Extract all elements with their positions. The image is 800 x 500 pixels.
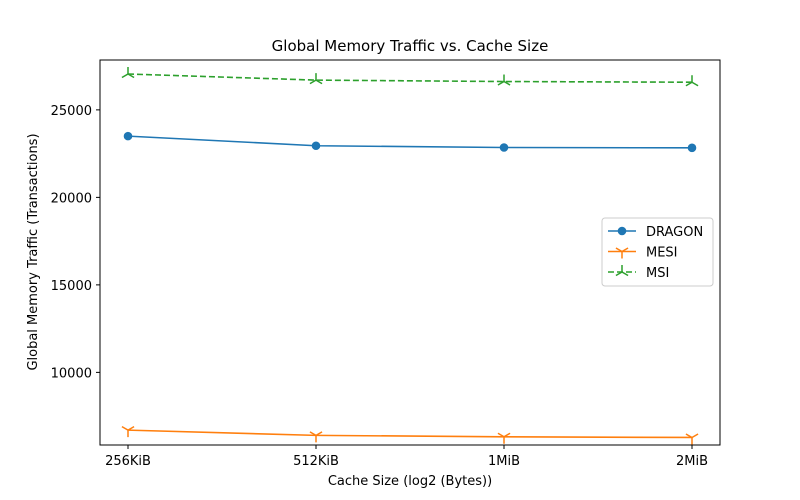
legend-label-dragon: DRAGON [646,225,703,240]
data-point-msi [685,75,699,87]
data-point-dragon [311,141,321,151]
series-mesi [121,425,699,445]
legend: DRAGON MESI MSI [601,217,714,287]
legend-box [601,217,714,287]
data-point-msi [497,74,511,86]
data-point-mesi [309,431,323,443]
data-point-msi [121,67,135,79]
plot-area-frame [99,59,721,446]
data-point-mesi [497,432,511,444]
x-tick-label: 256KiB [105,454,151,469]
x-tick-label: 1MiB [488,454,520,469]
legend-label-mesi: MESI [646,246,678,261]
x-axis-label: Cache Size (log2 (Bytes)) [328,474,492,489]
y-tick-label: 15000 [51,279,92,294]
series-line-dragon [127,135,693,149]
data-point-msi [309,73,323,85]
series-line-mesi [127,429,693,439]
data-point-mesi [121,425,135,438]
data-point-dragon [499,143,509,152]
data-point-mesi [685,433,699,445]
legend-marker-mesi [615,247,629,259]
chart-title: Global Memory Traffic vs. Cache Size [272,37,549,55]
y-axis-ticks: 10000 15000 20000 25000 [51,104,100,381]
data-point-dragon [123,131,133,141]
y-tick-label: 25000 [51,104,92,119]
y-axis-label: Global Memory Traffic (Transactions) [26,133,41,370]
series-msi [121,67,699,87]
series-line-msi [127,73,693,84]
x-tick-label: 2MiB [676,454,708,469]
legend-marker-msi [615,265,629,277]
y-tick-label: 10000 [51,366,92,381]
x-axis-ticks: 256KiB 512KiB 1MiB 2MiB [105,445,708,469]
series-dragon [123,131,697,153]
legend-item-mesi: MESI [608,246,678,261]
series-layer [121,67,699,445]
legend-item-msi: MSI [608,265,669,281]
legend-item-dragon: DRAGON [608,225,703,240]
data-point-dragon [687,143,697,153]
y-tick-label: 20000 [51,191,92,206]
legend-marker-dragon [617,226,627,236]
x-tick-label: 512KiB [293,454,339,469]
legend-label-msi: MSI [646,266,669,281]
